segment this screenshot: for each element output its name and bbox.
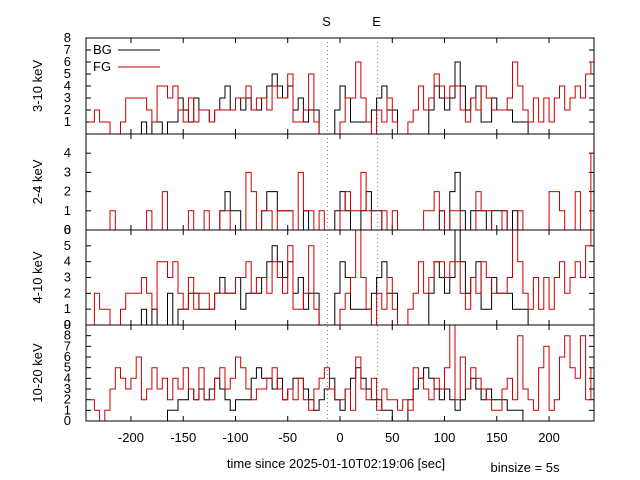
series-fg-line <box>89 324 594 422</box>
y-tick-label: 2 <box>64 392 71 407</box>
y-tick-label: 2 <box>64 184 71 199</box>
panel-y-label: 2-4 keV <box>30 159 45 204</box>
y-tick-label: 4 <box>64 254 71 269</box>
y-tick-label: 3 <box>64 270 71 285</box>
y-tick-label: 0 <box>64 222 71 237</box>
series-bg-line <box>89 171 594 231</box>
y-tick-label: 3 <box>64 164 71 179</box>
x-tick-label: -50 <box>278 430 297 445</box>
x-tick-label: 0 <box>336 430 343 445</box>
marker-label-s: S <box>322 14 331 29</box>
x-tick-label: 200 <box>538 430 560 445</box>
y-tick-label: 4 <box>64 145 71 160</box>
legend-label-bg: BG <box>93 42 112 57</box>
y-tick-label: 9 <box>64 317 71 332</box>
y-tick-label: 2 <box>64 102 71 117</box>
y-tick-label: 1 <box>64 301 71 316</box>
y-tick-label: 1 <box>64 203 71 218</box>
binsize-label: binsize = 5s <box>490 460 560 475</box>
series-fg-line <box>89 229 594 326</box>
y-tick-label: 6 <box>64 349 71 364</box>
y-tick-label: 5 <box>64 360 71 375</box>
legend-label-fg: FG <box>93 59 111 74</box>
series-bg-line <box>89 61 594 135</box>
y-tick-label: 0 <box>64 317 71 332</box>
y-tick-label: 4 <box>64 78 71 93</box>
x-tick-label: -150 <box>170 430 196 445</box>
y-tick-label: 8 <box>64 30 71 45</box>
x-axis-label: time since 2025-01-10T02:19:06 [sec] <box>227 456 445 471</box>
panel-y-label: 10-20 keV <box>30 343 45 403</box>
panel-frame <box>85 324 595 422</box>
legend: BG FG <box>93 42 160 74</box>
x-tick-label: -100 <box>222 430 248 445</box>
x-tick-label: 100 <box>434 430 456 445</box>
series-fg-line <box>89 61 594 135</box>
series-bg-line <box>89 367 594 422</box>
y-tick-label: 0 <box>64 413 71 428</box>
x-tick-label: 150 <box>486 430 508 445</box>
x-axis: -200 -150 -100 -50 0 50 100 150 200 <box>118 430 560 445</box>
y-tick-label: 5 <box>64 66 71 81</box>
y-tick-label: 2 <box>64 285 71 300</box>
y-tick-label: 7 <box>64 42 71 57</box>
y-tick-label: 8 <box>64 328 71 343</box>
y-tick-label: 1 <box>64 402 71 417</box>
panel-y-label: 4-10 keV <box>30 251 45 303</box>
y-tick-label: 1 <box>64 114 71 129</box>
y-tick-label: 7 <box>64 338 71 353</box>
y-tick-label: 6 <box>64 54 71 69</box>
y-tick-label: 3 <box>64 381 71 396</box>
marker-label-e: E <box>372 14 381 29</box>
series-bg-line <box>89 229 594 326</box>
y-tick-label: 6 <box>64 222 71 237</box>
panel-y-label: 3-10 keV <box>30 60 45 112</box>
y-tick-label: 5 <box>64 238 71 253</box>
panel-2: 0 1 2 3 4 2-4 keV <box>30 133 595 237</box>
y-tick-label: 3 <box>64 90 71 105</box>
x-tick-label: 50 <box>385 430 399 445</box>
x-tick-label: -200 <box>118 430 144 445</box>
y-tick-label: 4 <box>64 370 71 385</box>
